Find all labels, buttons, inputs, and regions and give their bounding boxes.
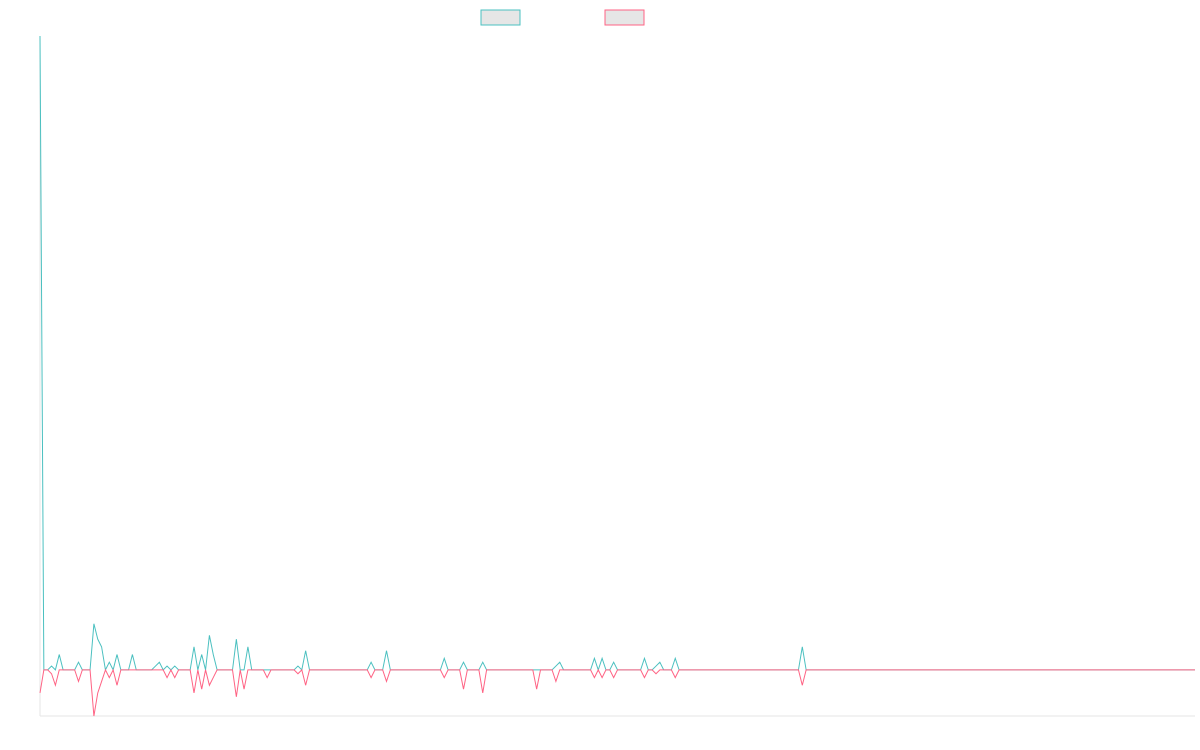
series-lines	[39, 35, 1195, 717]
legend-swatch-1[interactable]	[604, 9, 645, 26]
axes	[39, 36, 1195, 717]
legend[interactable]	[480, 9, 645, 26]
series-line-0	[39, 35, 1195, 672]
legend-swatch-0[interactable]	[480, 9, 521, 26]
series-line-1	[39, 668, 1195, 717]
